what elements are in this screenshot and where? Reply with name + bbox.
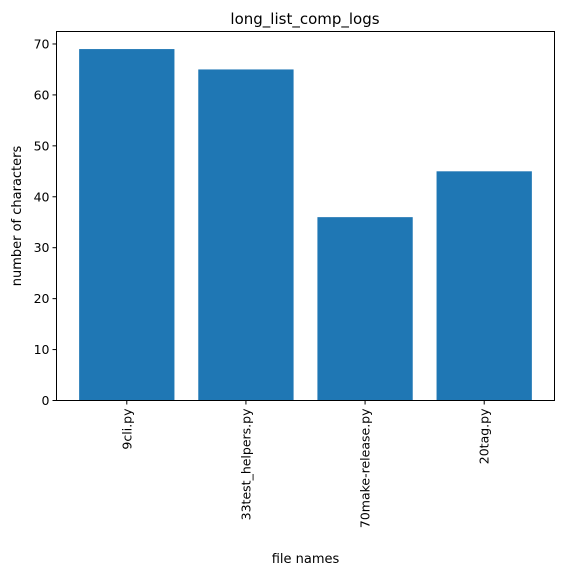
y-tick-label-1: 10 [34,342,50,357]
bar-1 [198,69,294,401]
x-axis-ticks: 9cli.py 33test_helpers.py 70make-release.p… [119,400,492,528]
y-tick-label-0: 0 [42,393,50,408]
x-tick-label-0: 9cli.py [119,408,134,450]
y-tick-label-6: 60 [34,87,50,102]
x-tick-label-2: 70make-release.py [358,408,373,528]
bars-group [79,49,532,401]
x-tick-label-1: 33test_helpers.py [238,408,253,520]
y-tick-label-3: 30 [34,240,50,255]
y-tick-label-7: 70 [34,36,50,51]
x-tick-label-3: 20tag.py [477,408,492,464]
y-tick-label-5: 50 [34,138,50,153]
y-tick-label-2: 20 [34,291,50,306]
x-axis-label: file names [272,552,340,567]
y-axis-label: number of characters [10,145,25,286]
y-tick-label-4: 40 [34,189,50,204]
chart-title: long_list_comp_logs [230,10,379,29]
plot-frame [56,31,555,401]
bar-3 [436,171,532,401]
bar-0 [79,49,175,401]
bar-2 [317,217,413,401]
y-axis-ticks: 0 10 20 30 40 50 60 70 [34,36,57,408]
